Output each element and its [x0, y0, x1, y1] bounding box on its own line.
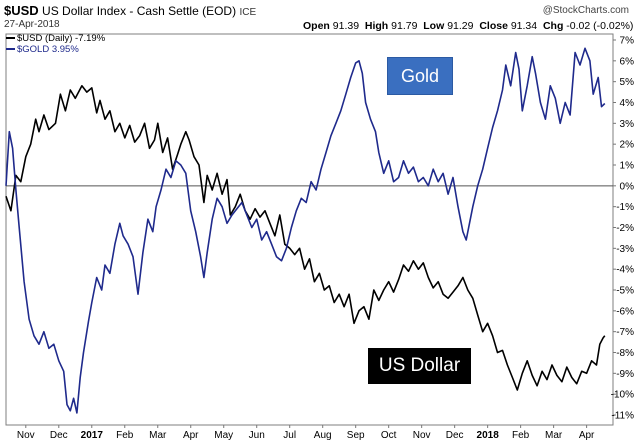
y-tick-label: 5% — [620, 77, 635, 88]
x-tick-label: Oct — [381, 430, 397, 441]
y-tick-label: 3% — [620, 119, 635, 130]
y-tick-label: -5% — [616, 286, 634, 297]
x-tick-label: Feb — [116, 430, 134, 441]
gold-series-line — [5, 47, 606, 414]
y-axis: 7% 6% 5% 4% 3% 2% 1% 0% -1% -2% -3% -4% -5% -6% -7% -8%… — [611, 36, 634, 422]
x-tick-label: Apr — [183, 430, 199, 441]
plot-area — [5, 33, 614, 426]
x-tick-label: Nov — [17, 430, 35, 441]
y-tick-label: -2% — [616, 223, 634, 234]
high-label: High — [364, 20, 389, 32]
x-tick-label: Feb — [512, 430, 530, 441]
legend-swatch-gold — [6, 48, 15, 51]
y-tick-label: -8% — [616, 348, 634, 359]
x-axis: Nov Dec 2017 Feb Mar Apr May Jun Jul Aug Sep Oct Nov… — [17, 425, 595, 441]
legend-swatch-usd — [6, 37, 15, 40]
y-tick-label: -1% — [616, 202, 634, 213]
y-tick-label: -7% — [616, 327, 634, 338]
close-label: Close — [479, 20, 508, 32]
legend-item-gold[interactable]: $GOLD 3.95% — [6, 44, 105, 55]
low-value: 91.29 — [447, 20, 474, 32]
x-tick-label: Nov — [413, 430, 431, 441]
y-tick-label: 1% — [620, 161, 635, 172]
y-tick-label: 4% — [620, 98, 635, 109]
chg-value: -0.02 (-0.02%) — [566, 20, 634, 32]
ohlc-readout: Open 91.39 High 91.79 Low 91.29 Close 91… — [303, 20, 637, 32]
y-tick-label: 2% — [620, 140, 635, 151]
low-label: Low — [423, 20, 445, 32]
series-layer — [5, 47, 606, 414]
x-tick-label: Mar — [149, 430, 167, 441]
x-tick-label: Jul — [283, 430, 296, 441]
y-tick-label: 0% — [620, 181, 635, 192]
x-tick-label: Sep — [347, 430, 365, 441]
watermark: @StockCharts.com — [542, 5, 629, 16]
x-tick-label: Apr — [579, 430, 595, 441]
y-tick-label: -4% — [616, 265, 634, 276]
y-tick-label: 7% — [620, 36, 635, 47]
x-tick-label: 2017 — [81, 430, 104, 441]
close-value: 91.34 — [510, 20, 538, 32]
usd-annotation: US Dollar — [368, 348, 471, 384]
y-tick-label: -3% — [616, 244, 634, 255]
y-tick-label: -10% — [611, 390, 634, 401]
gold-annotation: Gold — [387, 57, 453, 95]
y-tick-label: -9% — [616, 369, 634, 380]
y-tick-label: -6% — [616, 306, 634, 317]
chg-label: Chg — [542, 20, 564, 32]
chart-date: 27-Apr-2018 — [4, 19, 60, 30]
x-tick-label: Dec — [50, 430, 68, 441]
x-tick-label: Aug — [314, 430, 332, 441]
x-tick-label: 2018 — [477, 430, 500, 441]
legend-label-usd: $USD (Daily) -7.19% — [17, 33, 106, 44]
symbol-name: US Dollar Index - Cash Settle (EOD) — [42, 4, 237, 18]
legend: $USD (Daily) -7.19% $GOLD 3.95% — [6, 33, 105, 55]
x-tick-label: Mar — [545, 430, 563, 441]
open-label: Open — [303, 20, 330, 32]
x-tick-label: May — [214, 430, 233, 441]
y-tick-label: 6% — [620, 56, 635, 67]
x-tick-label: Jun — [249, 430, 265, 441]
exchange: ICE — [239, 7, 257, 18]
chart-title: $USD US Dollar Index - Cash Settle (EOD)… — [4, 3, 256, 18]
x-tick-label: Dec — [446, 430, 464, 441]
y-tick-label: -11% — [611, 411, 634, 422]
high-value: 91.79 — [391, 20, 418, 32]
legend-item-usd[interactable]: $USD (Daily) -7.19% — [6, 33, 105, 44]
open-value: 91.39 — [332, 20, 360, 32]
usd-series-line — [5, 85, 606, 391]
symbol: $USD — [4, 3, 39, 18]
legend-label-gold: $GOLD 3.95% — [17, 44, 79, 55]
